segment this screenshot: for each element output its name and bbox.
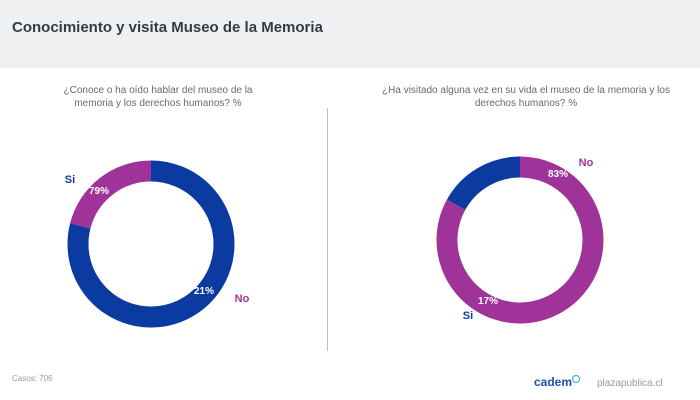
plaza-publica-logo: plazapublica.cl	[597, 378, 663, 389]
chart1-slice-no	[70, 160, 152, 229]
chart1-question-line1: ¿Conoce o ha oído hablar del museo de la	[63, 85, 253, 96]
chart1-question: ¿Conoce o ha oído hablar del museo de la…	[8, 84, 308, 110]
chart1-pct-no: 21%	[194, 286, 214, 297]
chart2-question-line2: derechos humanos? %	[474, 98, 578, 109]
chart2-slice-no	[436, 156, 604, 324]
chart2-question-line1: ¿Ha visitado alguna vez en su vida el mu…	[382, 85, 670, 96]
cadem-logo: cadem	[534, 375, 573, 389]
chart2-donut: 17% 83% Si No	[436, 156, 604, 324]
page-title: Conocimiento y visita Museo de la Memori…	[12, 19, 323, 36]
chart1-pct-si: 79%	[89, 186, 109, 197]
center-divider	[327, 108, 328, 351]
chart2-label-si: Si	[463, 310, 473, 322]
chart2-pct-si: 17%	[478, 296, 498, 307]
header-bar: Conocimiento y visita Museo de la Memori…	[0, 0, 700, 68]
chart1-label-no: No	[235, 293, 250, 305]
chart2-label-no: No	[579, 157, 594, 169]
chart1-label-si: Si	[65, 174, 75, 186]
chart2-slice-si	[446, 156, 521, 211]
cadem-logo-ring-icon	[572, 375, 580, 383]
chart1-question-line2: memoria y los derechos humanos? %	[74, 98, 242, 109]
chart2-question: ¿Ha visitado alguna vez en su vida el mu…	[376, 84, 676, 110]
chart1-slice-si	[67, 160, 235, 328]
cases-note: Casos: 706	[12, 374, 53, 383]
chart1-donut: 79% 21% Si No	[65, 160, 250, 328]
chart2-pct-no: 83%	[548, 169, 568, 180]
